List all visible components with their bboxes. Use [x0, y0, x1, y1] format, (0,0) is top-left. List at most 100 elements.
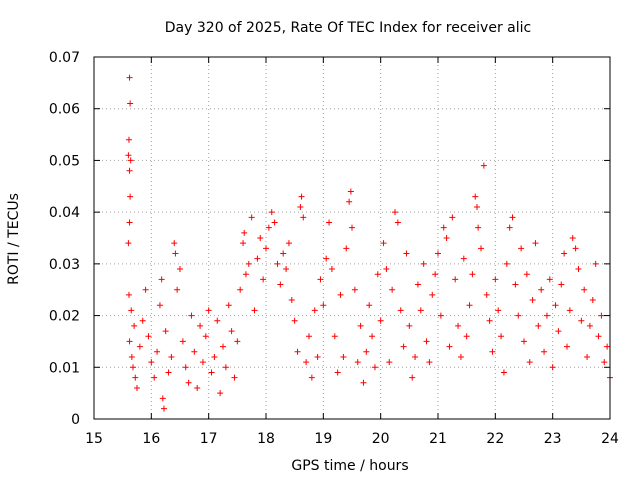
data-point	[300, 214, 307, 221]
data-point	[271, 219, 278, 226]
data-point	[126, 167, 133, 174]
data-point	[308, 374, 315, 381]
chart-title: Day 320 of 2025, Rate Of TEC Index for r…	[165, 20, 531, 36]
data-point	[529, 297, 536, 304]
data-point	[500, 369, 507, 376]
data-point	[578, 317, 585, 324]
data-point	[294, 348, 301, 355]
data-point	[245, 260, 252, 267]
data-point	[558, 281, 565, 288]
data-point	[314, 353, 321, 360]
data-point	[455, 322, 462, 329]
y-tick-label: 0.07	[49, 50, 80, 66]
data-point	[217, 390, 224, 397]
data-point	[371, 364, 378, 371]
data-point	[572, 245, 579, 252]
data-point	[191, 348, 198, 355]
data-point	[457, 353, 464, 360]
data-point	[469, 271, 476, 278]
data-point	[211, 353, 218, 360]
data-point	[389, 286, 396, 293]
data-point	[303, 359, 310, 366]
data-point	[311, 307, 318, 314]
x-tick-label: 24	[601, 431, 619, 447]
data-point	[595, 333, 602, 340]
data-point	[435, 250, 441, 257]
data-point	[363, 348, 370, 355]
data-point	[492, 276, 499, 283]
data-point	[288, 297, 295, 304]
data-point	[125, 136, 132, 143]
data-point	[254, 255, 261, 262]
data-point	[326, 219, 333, 226]
data-point	[328, 266, 335, 273]
data-point	[429, 291, 436, 298]
data-point	[268, 209, 275, 216]
y-axis-label: ROTI / TECUs	[6, 193, 22, 285]
data-point	[584, 353, 591, 360]
data-point	[420, 260, 427, 267]
data-point	[136, 343, 143, 350]
data-point	[383, 266, 390, 273]
x-tick-label: 17	[200, 431, 218, 447]
data-point	[260, 276, 267, 283]
data-point	[257, 235, 264, 241]
data-point	[392, 209, 398, 216]
data-point	[126, 74, 133, 81]
data-point	[125, 152, 132, 159]
data-point	[331, 333, 338, 340]
data-point	[555, 328, 562, 335]
y-axis-ticks: 0 0.01 0.02 0.03 0.04 0.05 0.06 0.07	[49, 50, 610, 428]
data-point	[581, 286, 588, 293]
y-tick-label: 0.05	[49, 153, 80, 169]
y-tick-label: 0.06	[49, 102, 80, 118]
data-point	[274, 260, 281, 267]
data-point	[538, 286, 545, 293]
data-point	[483, 291, 490, 298]
plot-frame	[93, 56, 611, 420]
data-point	[240, 240, 247, 247]
data-point	[126, 338, 133, 345]
data-point	[148, 359, 155, 366]
data-point	[306, 333, 312, 340]
data-point	[475, 224, 482, 231]
data-point	[127, 157, 134, 164]
data-point	[443, 235, 450, 241]
data-point	[472, 193, 479, 200]
data-point	[526, 359, 533, 366]
data-point	[151, 374, 158, 381]
data-point	[298, 193, 305, 200]
x-tick-label: 18	[257, 431, 275, 447]
data-point	[397, 307, 404, 314]
data-point	[160, 405, 167, 412]
data-points	[125, 74, 613, 412]
data-point	[386, 359, 393, 366]
data-point	[354, 359, 361, 366]
data-point	[291, 317, 298, 324]
data-point	[241, 229, 248, 236]
data-point	[131, 322, 138, 329]
data-point	[509, 214, 516, 221]
data-point	[225, 302, 232, 309]
x-tick-label: 22	[486, 431, 504, 447]
data-point	[126, 219, 133, 226]
data-point	[248, 214, 255, 221]
data-point	[165, 369, 172, 376]
data-point	[202, 333, 209, 340]
x-axis-ticks: 15 16 17 18 19 20 21 22 23 24	[85, 57, 619, 447]
data-point	[340, 353, 347, 360]
data-point	[349, 224, 355, 231]
data-point	[423, 338, 430, 345]
grid	[94, 57, 610, 419]
data-point	[188, 312, 195, 319]
data-point	[518, 245, 525, 252]
y-tick-label: 0.04	[49, 205, 80, 221]
data-point	[592, 260, 599, 267]
data-point	[323, 255, 330, 262]
data-point	[478, 245, 484, 252]
data-point	[317, 276, 324, 283]
data-point	[127, 193, 134, 200]
data-point	[569, 235, 576, 241]
data-point	[480, 162, 487, 169]
